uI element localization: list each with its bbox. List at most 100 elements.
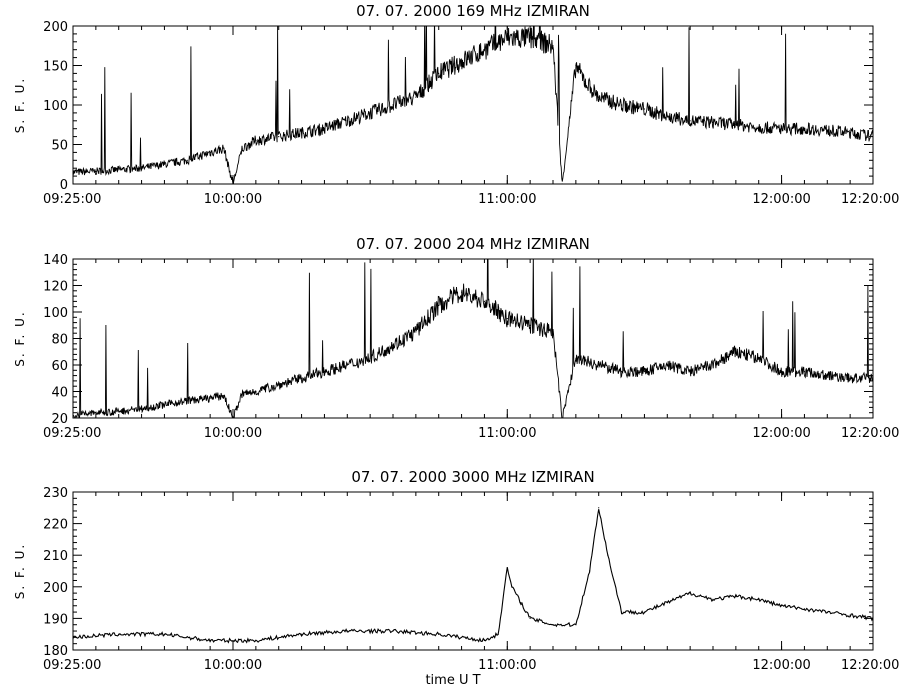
y-axis-label: S. F. U. xyxy=(13,77,27,133)
data-point xyxy=(826,375,828,377)
data-point xyxy=(392,630,394,632)
data-point xyxy=(301,633,303,635)
y-axis-label: S. F. U. xyxy=(13,543,27,599)
x-tick-label: 10:00:00 xyxy=(204,192,262,207)
data-point xyxy=(141,167,143,169)
data-point xyxy=(803,371,806,373)
data-point xyxy=(758,598,760,601)
data-point xyxy=(209,639,211,642)
chart-panel-3: 07. 07. 2000 3000 MHz IZMIRAN S. F. U. 180… xyxy=(13,468,899,688)
series-line xyxy=(73,26,873,184)
x-tick-label: 11:00:00 xyxy=(478,192,536,207)
data-point xyxy=(186,400,188,402)
data-point xyxy=(461,291,463,293)
data-point xyxy=(232,417,234,418)
y-tick-label: 100 xyxy=(43,99,68,114)
data-point xyxy=(781,128,783,130)
y-tick-label: 200 xyxy=(43,581,68,596)
x-tick-label: 09:25:00 xyxy=(43,426,101,441)
data-point xyxy=(301,132,303,134)
x-tick-label: 09:25:00 xyxy=(43,658,101,673)
data-point xyxy=(141,408,143,410)
data-point xyxy=(575,357,577,359)
data-point xyxy=(666,602,668,604)
data-point xyxy=(73,636,74,638)
data-point xyxy=(735,124,737,126)
data-point xyxy=(95,412,97,414)
chart-title: 07. 07. 2000 3000 MHz IZMIRAN xyxy=(351,468,594,486)
plot-frame xyxy=(72,491,874,651)
data-point xyxy=(163,404,165,406)
y-tick-label: 0 xyxy=(60,178,68,193)
y-tick-label: 40 xyxy=(51,386,68,401)
data-point xyxy=(438,304,440,306)
y-tick-label: 150 xyxy=(43,60,68,75)
data-point xyxy=(392,344,394,346)
data-point xyxy=(872,136,873,138)
chart-panel-1: 07. 07. 2000 169 MHz IZMIRAN S. F. U. 0 50 1… xyxy=(13,2,899,207)
data-point xyxy=(643,611,646,613)
data-point xyxy=(223,147,225,149)
data-point xyxy=(415,96,417,98)
data-point xyxy=(666,116,668,118)
data-point xyxy=(712,598,714,601)
x-tick-label: 12:00:00 xyxy=(752,426,810,441)
data-point xyxy=(872,377,873,379)
y-tick-label: 230 xyxy=(43,486,68,501)
data-point xyxy=(163,633,165,635)
x-tick-label: 12:20:00 xyxy=(841,192,899,207)
x-tick-label: 12:00:00 xyxy=(752,658,810,673)
data-point xyxy=(255,390,257,393)
data-point xyxy=(118,169,120,171)
data-point xyxy=(712,364,714,366)
data-point xyxy=(255,639,257,642)
y-tick-label: 190 xyxy=(43,612,68,627)
data-point xyxy=(232,183,234,184)
y-tick-label: 80 xyxy=(51,333,68,348)
data-point xyxy=(278,384,280,386)
data-point xyxy=(346,630,348,632)
data-point xyxy=(529,324,531,326)
data-point xyxy=(589,570,591,572)
data-point xyxy=(849,614,851,616)
y-tick-label: 220 xyxy=(43,518,68,533)
data-point xyxy=(95,170,97,172)
data-point xyxy=(689,371,691,373)
y-tick-label: 100 xyxy=(43,306,68,321)
series-line xyxy=(73,509,873,644)
data-point xyxy=(241,393,243,395)
x-tick-label: 12:20:00 xyxy=(841,426,899,441)
data-point xyxy=(323,371,325,373)
data-point xyxy=(803,128,806,130)
data-point xyxy=(415,331,417,333)
data-point xyxy=(118,410,120,412)
data-point xyxy=(511,586,513,588)
data-point xyxy=(552,624,554,626)
data-point xyxy=(186,159,188,161)
data-point xyxy=(520,602,522,604)
data-point xyxy=(826,129,828,131)
y-tick-label: 180 xyxy=(43,644,68,659)
x-tick-label: 09:25:00 xyxy=(43,192,101,207)
data-point xyxy=(255,140,257,142)
data-point xyxy=(241,147,243,149)
y-tick-label: 20 xyxy=(51,412,68,427)
data-point xyxy=(872,617,873,619)
data-point xyxy=(575,624,577,626)
data-point xyxy=(849,132,851,134)
data-point xyxy=(497,633,499,635)
y-tick-label: 120 xyxy=(43,280,68,295)
data-point xyxy=(438,72,440,74)
y-tick-label: 60 xyxy=(51,359,68,374)
data-point xyxy=(552,45,554,47)
y-tick-label: 140 xyxy=(43,253,68,268)
data-point xyxy=(689,592,691,594)
data-point xyxy=(712,121,714,123)
data-point xyxy=(73,171,74,173)
y-axis-label: S. F. U. xyxy=(13,310,27,366)
data-point xyxy=(621,371,623,373)
data-point xyxy=(666,364,668,366)
y-tick-label: 200 xyxy=(43,20,68,35)
data-point xyxy=(689,120,691,122)
